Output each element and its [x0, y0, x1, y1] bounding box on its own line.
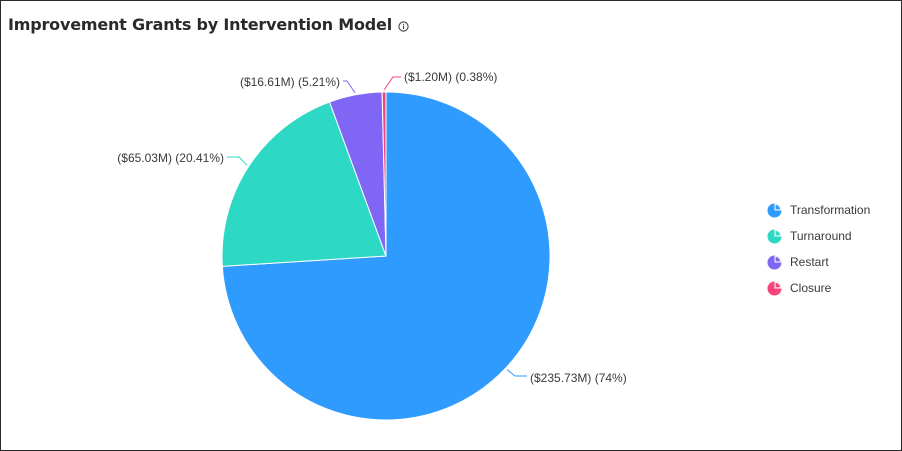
data-label-restart: ($16.61M) (5.21%) — [240, 75, 340, 89]
legend-item-restart[interactable]: Restart — [767, 249, 870, 275]
leader-line-restart — [343, 80, 356, 94]
legend-label: Closure — [790, 281, 832, 295]
data-label-transformation: ($235.73M) (74%) — [530, 371, 627, 385]
pie-slice-turnaround[interactable] — [221, 101, 387, 267]
leader-line-transformation — [506, 369, 527, 377]
legend: Transformation Turnaround Restart Closure — [767, 197, 870, 301]
legend-item-transformation[interactable]: Transformation — [767, 197, 870, 223]
leader-line-turnaround — [227, 156, 248, 166]
pie-chart-icon — [767, 229, 782, 244]
data-label-closure: ($1.20M) (0.38%) — [404, 70, 497, 84]
pie-chart-icon — [767, 255, 782, 270]
data-label-turnaround: ($65.03M) (20.41%) — [117, 151, 224, 165]
legend-item-turnaround[interactable]: Turnaround — [767, 223, 870, 249]
legend-label: Restart — [790, 255, 829, 269]
leader-line-closure — [383, 76, 401, 91]
legend-label: Turnaround — [790, 229, 852, 243]
info-circle-icon[interactable] — [398, 19, 409, 32]
legend-label: Transformation — [790, 203, 871, 217]
legend-item-closure[interactable]: Closure — [767, 275, 870, 301]
pie-chart-icon — [767, 281, 782, 296]
chart-title: Improvement Grants by Intervention Model — [8, 14, 392, 34]
pie-slice-closure[interactable] — [381, 91, 387, 257]
title-row: Improvement Grants by Intervention Model — [8, 12, 409, 36]
pie-chart-icon — [767, 203, 782, 218]
